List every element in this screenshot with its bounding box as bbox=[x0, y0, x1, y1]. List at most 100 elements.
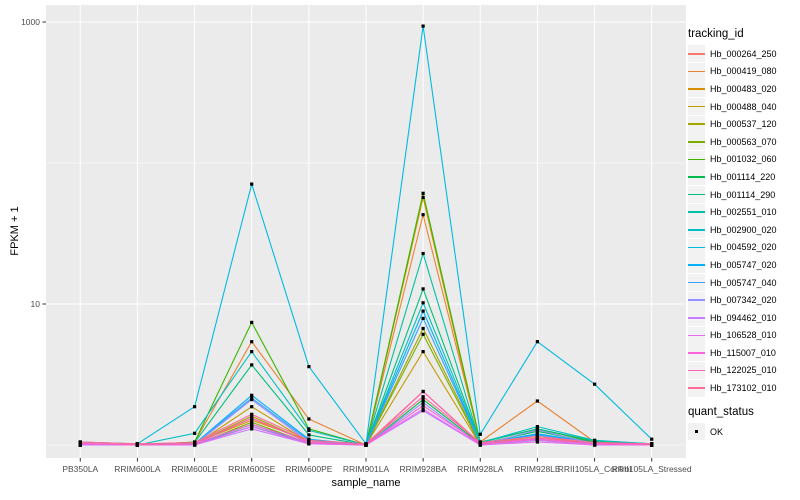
data-point bbox=[250, 412, 254, 416]
legend-key-box bbox=[688, 274, 705, 292]
data-point bbox=[307, 417, 311, 421]
data-point bbox=[250, 420, 254, 424]
legend-key-box bbox=[688, 361, 705, 379]
legend-item-label: Hb_002900_020 bbox=[710, 224, 777, 235]
legend-item: Hb_000419_080 bbox=[688, 62, 800, 81]
x-tick-label: RRIM901LA bbox=[343, 464, 390, 474]
legend-key-box bbox=[688, 344, 705, 362]
legend-item-label: Hb_000488_040 bbox=[710, 101, 777, 112]
data-point bbox=[593, 441, 597, 445]
legend-item-label: Hb_001114_290 bbox=[710, 189, 776, 200]
data-point bbox=[421, 195, 425, 199]
x-tick-label: RRIM600LA bbox=[114, 464, 161, 474]
series-color-line-icon bbox=[688, 387, 705, 389]
series-color-line-icon bbox=[688, 158, 705, 161]
series-color-line-icon bbox=[688, 264, 705, 266]
legend-item: Hb_007342_020 bbox=[688, 291, 800, 309]
legend-panel: tracking_id Hb_000264_250 Hb_000419_080 Hb… bbox=[688, 28, 800, 441]
series-color-line-icon bbox=[688, 316, 705, 319]
legend-key-box bbox=[688, 203, 705, 221]
y-tick-label: 1000 bbox=[21, 17, 40, 27]
data-point bbox=[250, 340, 254, 344]
data-point bbox=[307, 365, 311, 369]
legend-item-label: Hb_094462_010 bbox=[710, 312, 777, 323]
point-symbol-icon bbox=[694, 429, 699, 434]
data-point bbox=[250, 363, 254, 367]
legend-item: Hb_001114_220 bbox=[688, 168, 800, 186]
legend-key-box bbox=[688, 150, 705, 168]
legend-item-label: Hb_000563_070 bbox=[710, 136, 777, 147]
legend-item-label: OK bbox=[710, 426, 724, 437]
data-point bbox=[421, 326, 425, 331]
data-point bbox=[421, 404, 425, 408]
data-point bbox=[193, 405, 197, 409]
data-point bbox=[307, 433, 311, 437]
data-point bbox=[535, 436, 539, 440]
x-tick-label: RRII105LA_Stressed bbox=[612, 464, 692, 474]
legend-item: Hb_000563_070 bbox=[688, 133, 800, 151]
series-color-line-icon bbox=[688, 88, 705, 90]
x-tick-label: RRII105LA_Control bbox=[558, 464, 632, 474]
data-point bbox=[421, 191, 425, 195]
data-point bbox=[421, 398, 425, 402]
data-point bbox=[135, 442, 139, 446]
data-point bbox=[250, 418, 254, 422]
x-tick-label: RRIM600PE bbox=[285, 464, 333, 474]
legend-item-label: Hb_000483_020 bbox=[710, 83, 777, 94]
legend-key-box bbox=[688, 221, 705, 239]
legend-item: Hb_106528_010 bbox=[688, 326, 800, 345]
data-point bbox=[421, 316, 425, 320]
x-tick-label: RRIM928LA bbox=[457, 464, 504, 474]
data-point bbox=[364, 442, 368, 446]
legend-key-box bbox=[688, 379, 705, 397]
legend-item: Hb_122025_010 bbox=[688, 361, 800, 380]
x-tick-label: RRIM928LE bbox=[514, 464, 561, 474]
data-point bbox=[250, 414, 254, 418]
legend-key-box bbox=[688, 291, 705, 309]
data-point bbox=[421, 287, 425, 291]
data-point bbox=[250, 425, 254, 429]
legend-item-label: Hb_122025_010 bbox=[710, 365, 777, 376]
x-tick-label: PB350LA bbox=[62, 464, 98, 474]
data-point bbox=[421, 251, 425, 256]
data-point bbox=[250, 405, 254, 409]
legend-item: Hb_173102_010 bbox=[688, 379, 800, 397]
y-axis-title: FPKM + 1 bbox=[9, 206, 21, 256]
legend-quant-status: quant_status OK bbox=[688, 406, 800, 441]
legend-item: Hb_094462_010 bbox=[688, 309, 800, 327]
data-point bbox=[421, 24, 425, 28]
data-point bbox=[250, 416, 254, 420]
data-point bbox=[535, 440, 539, 444]
x-tick-label: RRIM600SE bbox=[228, 464, 276, 474]
data-point bbox=[421, 407, 425, 411]
series-color-line-icon bbox=[688, 176, 705, 178]
y-tick-label: 10 bbox=[31, 299, 41, 309]
legend-item-label: Hb_001114_220 bbox=[710, 171, 776, 182]
x-tick-label: RRIM928BA bbox=[400, 464, 448, 474]
data-point bbox=[250, 393, 254, 397]
x-axis-title: sample_name bbox=[331, 477, 401, 489]
series-color-line-icon bbox=[688, 334, 705, 337]
legend-item-label: Hb_000264_250 bbox=[710, 48, 777, 59]
legend-item: Hb_001032_060 bbox=[688, 150, 800, 169]
series-color-line-icon bbox=[688, 299, 705, 301]
data-point bbox=[421, 401, 425, 405]
series-color-line-icon bbox=[688, 281, 705, 284]
data-point bbox=[421, 409, 425, 413]
legend-item-label: Hb_115007_010 bbox=[710, 347, 776, 358]
data-point bbox=[250, 320, 254, 324]
data-point bbox=[250, 182, 254, 186]
series-color-line-icon bbox=[688, 123, 705, 125]
data-point bbox=[535, 425, 539, 429]
data-point bbox=[250, 427, 254, 431]
data-point bbox=[250, 422, 254, 426]
legend-item-label: Hb_000537_120 bbox=[710, 119, 777, 130]
legend-item-label: Hb_005747_020 bbox=[710, 259, 777, 270]
data-point bbox=[250, 350, 254, 354]
data-point bbox=[421, 213, 425, 217]
data-point bbox=[535, 340, 539, 344]
legend-key-box bbox=[688, 168, 705, 186]
legend-entries: Hb_000264_250 Hb_000419_080 Hb_000483_020 H… bbox=[688, 45, 800, 397]
